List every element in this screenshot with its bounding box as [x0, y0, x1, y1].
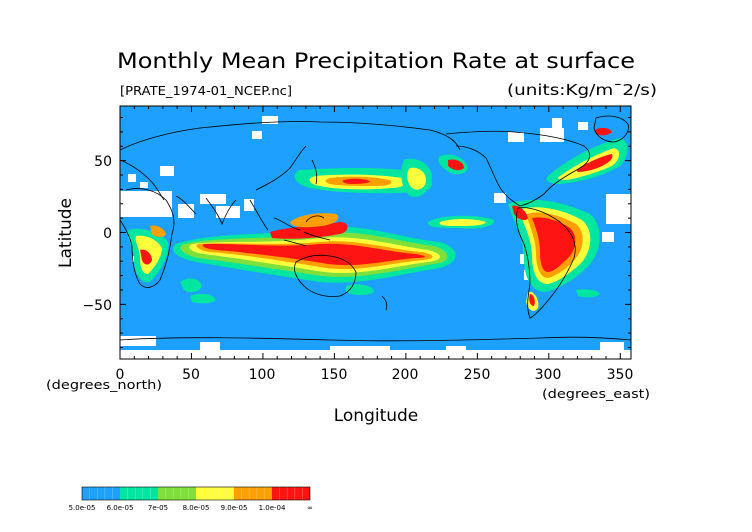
precip-band-americas [508, 199, 600, 311]
precip-band-itcz [172, 213, 456, 283]
file-label: [PRATE_1974-01_NCEP.nc] [120, 84, 292, 98]
precip-band-africa [127, 225, 202, 293]
y-tick-labels: 50 0 −50 [82, 154, 112, 314]
x-tick-label: 50 [182, 367, 200, 383]
colorbar-swatch [158, 487, 196, 500]
colorbar-swatch [234, 487, 272, 500]
map-area [119, 105, 632, 360]
colorbar-label: 9.0e-05 [221, 504, 248, 512]
y-unit-label: (degrees_north) [46, 378, 162, 392]
y-tick-label: 50 [94, 154, 112, 170]
precip-band-pacific-east [427, 215, 495, 229]
x-tick-label: 200 [392, 367, 419, 383]
x-tick-label: 0 [116, 367, 125, 383]
units-label: (units:Kg/m¯2/s) [507, 81, 657, 99]
y-tick-label: −50 [82, 298, 112, 314]
x-unit-label: (degrees_east) [542, 387, 650, 401]
axis-ticks [119, 106, 631, 359]
coastlines [120, 115, 631, 342]
colorbar-label: 5.0e-05 [69, 504, 96, 512]
x-tick-label: 250 [464, 367, 491, 383]
colorbar-label: ∞ [307, 504, 313, 512]
colorbar-label: 1.0e-04 [259, 504, 286, 512]
y-tick-label: 0 [103, 226, 112, 242]
missing-data-regions [120, 116, 631, 359]
colorbar-swatch [196, 487, 234, 500]
precip-band-north-pacific [294, 168, 432, 194]
x-tick-label: 100 [249, 367, 276, 383]
colorbar: 5.0e-05 6.0e-05 7e-05 8.0e-05 9.0e-05 1.0e-04… [69, 486, 313, 512]
chart-title: Monthly Mean Precipitation Rate at surfa… [117, 49, 635, 73]
x-tick-label: 150 [321, 367, 348, 383]
x-tick-label: 350 [607, 367, 634, 383]
colorbar-label: 6.0e-05 [107, 504, 134, 512]
colorbar-label: 7e-05 [148, 504, 168, 512]
colorbar-swatch [120, 487, 158, 500]
x-tick-label: 300 [535, 367, 562, 383]
precip-band-gulf-of-alaska [401, 154, 468, 197]
colorbar-label: 8.0e-05 [183, 504, 210, 512]
precip-band-southern [190, 284, 600, 304]
x-axis-label: Longitude [334, 406, 419, 426]
colorbar-frame [81, 486, 311, 501]
x-tick-labels: 0 50 100 150 200 250 300 350 [116, 367, 634, 383]
colorbar-swatch [272, 487, 310, 500]
colorbar-swatch [82, 487, 120, 500]
y-axis-label: Latitude [56, 198, 76, 268]
